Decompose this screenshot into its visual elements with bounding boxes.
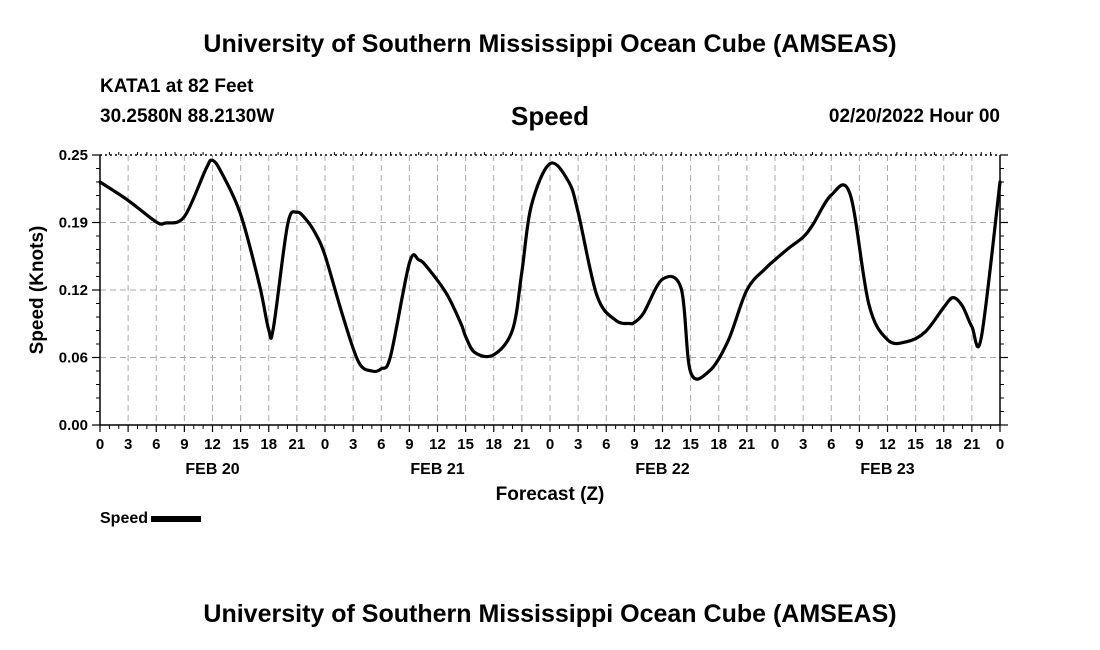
- x-tick-label: 12: [654, 436, 671, 453]
- x-tick-label: 15: [907, 436, 924, 453]
- x-tick-label: 0: [546, 436, 554, 453]
- x-day-label: FEB 21: [410, 461, 464, 478]
- x-tick-label: 18: [485, 436, 502, 453]
- x-tick-label: 3: [124, 436, 132, 453]
- x-tick-label: 0: [771, 436, 779, 453]
- x-tick-label: 3: [349, 436, 357, 453]
- forecast-datetime: 02/20/2022 Hour 00: [828, 106, 1000, 127]
- x-tick-label: 0: [96, 436, 104, 453]
- x-tick-label: 21: [739, 436, 756, 453]
- coordinates-label: 30.2580N 88.2130W: [100, 106, 275, 127]
- x-tick-label: 0: [996, 436, 1004, 453]
- x-tick-label: 3: [799, 436, 807, 453]
- x-tick-label: 15: [232, 436, 249, 453]
- speed-series-line: [98, 158, 1002, 381]
- y-tick-label: 0.00: [59, 417, 88, 434]
- y-tick-label: 0.06: [59, 350, 88, 367]
- axes: [92, 152, 1008, 432]
- x-tick-label: 15: [682, 436, 699, 453]
- x-tick-label: 18: [710, 436, 727, 453]
- x-tick-label: 15: [457, 436, 474, 453]
- x-tick-label: 18: [935, 436, 952, 453]
- y-tick-label: 0.19: [59, 215, 88, 232]
- x-tick-label: 9: [180, 436, 188, 453]
- x-tick-label: 18: [260, 436, 277, 453]
- x-tick-label: 9: [630, 436, 638, 453]
- tick-labels: 0 3 6 9 12 15 18 21 0 3 6 9 12 15 18 21 0 3 6 9 12 15 18 21 0 3 6 9…: [59, 147, 1004, 478]
- x-tick-label: 0: [321, 436, 329, 453]
- y-tick-label: 0.25: [59, 147, 88, 164]
- x-day-label: FEB 23: [860, 461, 914, 478]
- x-tick-label: 12: [429, 436, 446, 453]
- x-day-label: FEB 22: [635, 461, 689, 478]
- x-tick-label: 6: [377, 436, 385, 453]
- legend-label: Speed: [100, 510, 149, 527]
- x-tick-label: 21: [964, 436, 981, 453]
- station-label: KATA1 at 82 Feet: [100, 76, 254, 97]
- x-day-label: FEB 20: [185, 461, 239, 478]
- x-tick-label: 6: [827, 436, 835, 453]
- x-tick-label: 21: [289, 436, 306, 453]
- x-axis-label: Forecast (Z): [496, 484, 605, 505]
- x-tick-label: 21: [514, 436, 531, 453]
- x-tick-label: 6: [602, 436, 610, 453]
- footer-title: University of Southern Mississippi Ocean…: [203, 600, 897, 628]
- x-tick-label: 3: [574, 436, 582, 453]
- x-tick-label: 12: [204, 436, 221, 453]
- chart-title: Speed: [510, 101, 590, 131]
- x-tick-label: 12: [879, 436, 896, 453]
- y-tick-label: 0.12: [59, 282, 88, 299]
- series-layer: [98, 158, 1002, 381]
- x-tick-label: 6: [152, 436, 160, 453]
- legend-swatch: [151, 516, 202, 522]
- y-axis-label: Speed (Knots): [27, 226, 48, 355]
- x-tick-label: 9: [405, 436, 413, 453]
- legend: Speed: [100, 510, 202, 528]
- page-title: University of Southern Mississippi Ocean…: [203, 30, 897, 58]
- x-tick-label: 9: [855, 436, 863, 453]
